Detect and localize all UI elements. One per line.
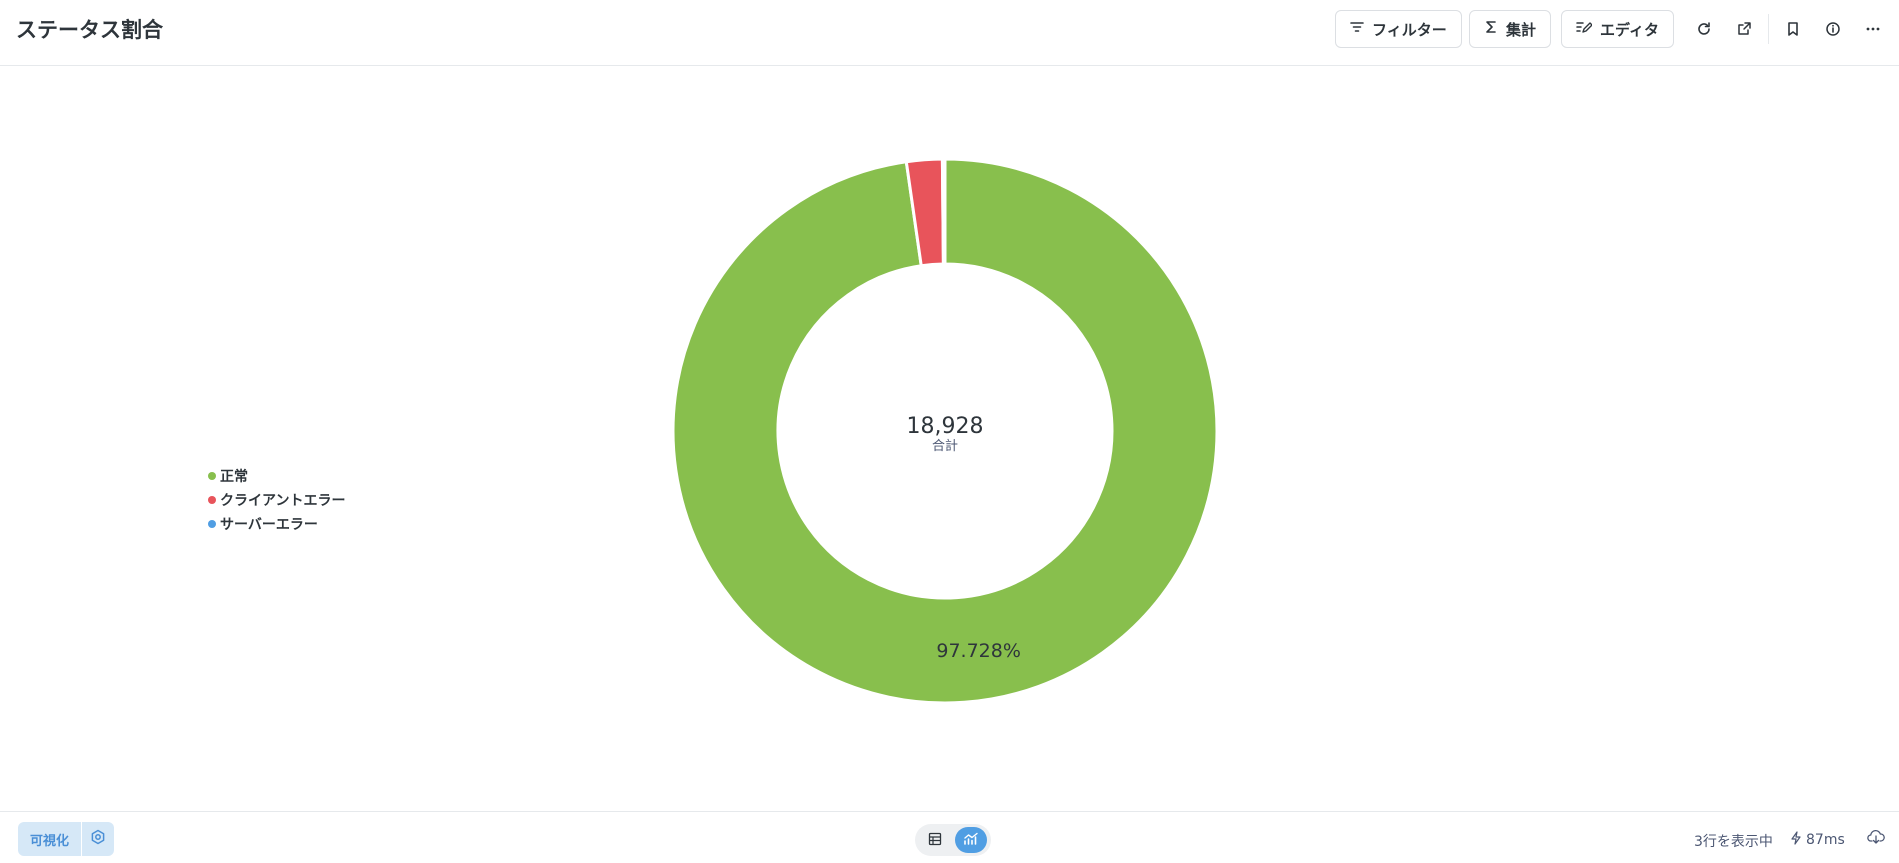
editor-button[interactable]: エディタ [1561, 10, 1674, 48]
editor-label: エディタ [1600, 20, 1659, 39]
query-timing: 87ms [1790, 831, 1845, 849]
view-toggle [915, 824, 991, 856]
chart-settings-button[interactable] [82, 822, 114, 856]
total-value: 18,928 [907, 414, 984, 439]
info-icon[interactable] [1821, 17, 1845, 41]
legend-item[interactable]: クライアントエラー [208, 488, 345, 512]
legend-label: クライアントエラー [220, 493, 346, 509]
chart-view-toggle[interactable] [955, 827, 987, 853]
legend: 正常 クライアントエラー サーバーエラー [208, 464, 345, 536]
chart-icon [963, 831, 979, 850]
filter-button[interactable]: フィルター [1335, 10, 1462, 48]
header-divider [1768, 14, 1769, 44]
gear-icon [90, 829, 106, 849]
page-title: ステータス割合 [16, 18, 163, 42]
legend-label: サーバーエラー [220, 517, 318, 533]
legend-dot [208, 472, 216, 480]
bookmark-icon[interactable] [1781, 17, 1805, 41]
table-view-toggle[interactable] [919, 827, 951, 853]
total-label: 合計 [932, 438, 958, 454]
legend-item[interactable]: 正常 [208, 464, 345, 488]
summarize-button[interactable]: 集計 [1469, 10, 1552, 48]
legend-dot [208, 496, 216, 504]
donut-chart: 97.728% 18,928 合計 [671, 157, 1219, 705]
footer-bar: 可視化 3行を表示中 87ms [0, 811, 1899, 863]
row-count: 3行を表示中 [1694, 834, 1773, 850]
slice-label: 97.728% [936, 640, 1021, 662]
download-button[interactable] [1865, 828, 1887, 850]
donut-slice[interactable] [671, 157, 1219, 705]
filter-icon [1350, 20, 1364, 38]
summarize-label: 集計 [1506, 20, 1537, 39]
header-bar: ステータス割合 フィルター 集計 エディタ [0, 0, 1899, 66]
donut-slice[interactable] [940, 157, 947, 266]
more-icon[interactable] [1861, 17, 1885, 41]
legend-label: 正常 [220, 469, 248, 485]
download-icon [1867, 829, 1885, 849]
external-link-icon[interactable] [1732, 17, 1756, 41]
legend-item[interactable]: サーバーエラー [208, 512, 345, 536]
editor-icon [1576, 20, 1593, 38]
filter-label: フィルター [1372, 20, 1447, 39]
chart-area: 97.728% 18,928 合計 正常 クライアントエラー サーバーエラー [0, 66, 1899, 811]
table-icon [928, 831, 942, 850]
bolt-icon [1790, 831, 1802, 849]
refresh-icon[interactable] [1692, 17, 1716, 41]
timing-value: 87ms [1806, 832, 1845, 848]
sigma-icon [1484, 20, 1498, 38]
legend-dot [208, 520, 216, 528]
visualize-button[interactable]: 可視化 [18, 822, 82, 856]
